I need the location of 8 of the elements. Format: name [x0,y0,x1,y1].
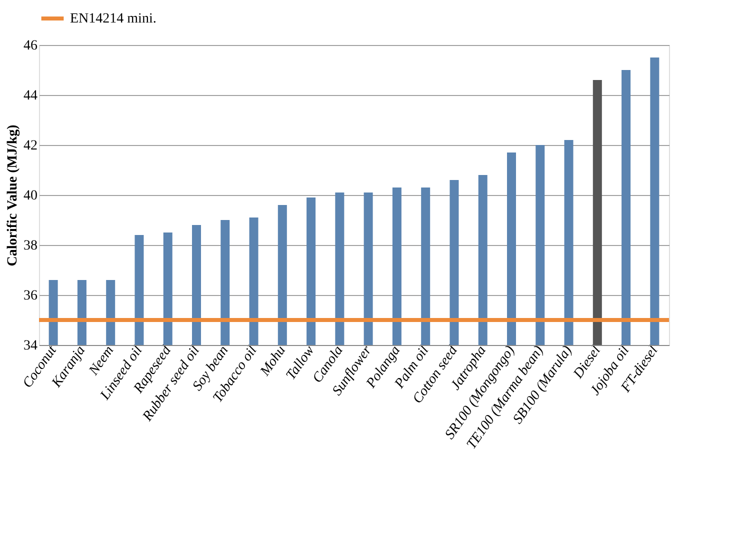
y-tick-label: 40 [24,188,38,204]
y-tick-label: 36 [24,288,38,304]
y-tick-label: 42 [24,138,38,154]
y-axis-title: Calorific Value (MJ/kg) [6,124,20,266]
y-tick-label: 46 [24,38,38,54]
legend-label: EN14214 mini. [70,12,156,26]
y-tick-label: 44 [24,88,38,104]
y-tick-label: 38 [24,238,38,254]
